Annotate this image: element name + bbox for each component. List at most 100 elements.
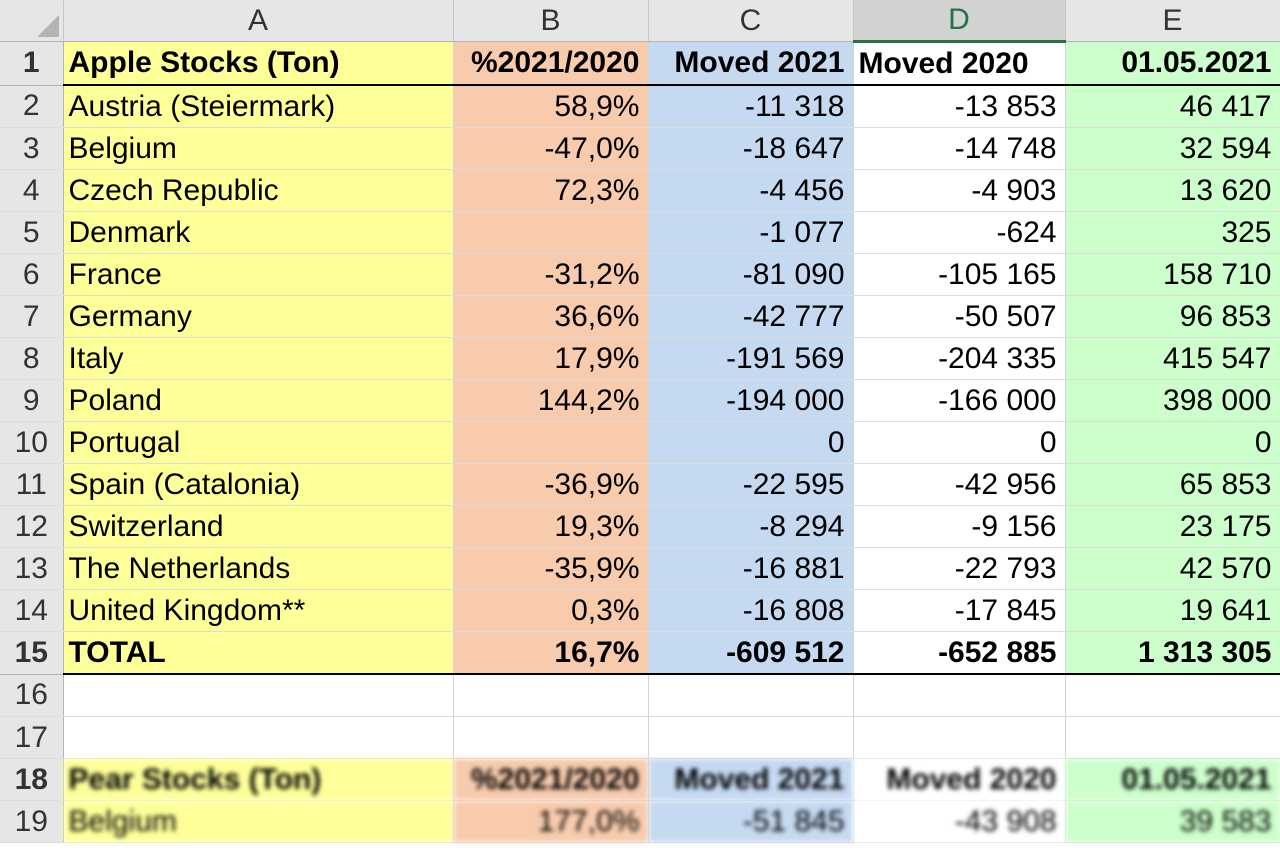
cell-c[interactable]: -16 808 bbox=[648, 589, 854, 632]
cell-e[interactable]: 46 417 bbox=[1065, 85, 1280, 128]
cell-d[interactable]: -105 165 bbox=[853, 253, 1066, 296]
cell-c[interactable]: -11 318 bbox=[648, 85, 854, 128]
cell-e[interactable]: 01.05.2021 bbox=[1065, 41, 1280, 86]
cell-c[interactable] bbox=[648, 674, 854, 717]
cell-d[interactable] bbox=[853, 674, 1066, 717]
cell-d[interactable]: -624 bbox=[853, 211, 1066, 254]
cell-c[interactable]: -1 077 bbox=[648, 211, 854, 254]
cell-e[interactable]: 65 853 bbox=[1065, 463, 1280, 506]
cell-e[interactable]: 1 313 305 bbox=[1065, 631, 1280, 675]
cell-a[interactable]: Germany bbox=[63, 295, 454, 338]
cell-e[interactable]: 19 641 bbox=[1065, 589, 1280, 632]
cell-a[interactable]: Poland bbox=[63, 379, 454, 422]
cell-e[interactable]: 398 000 bbox=[1065, 379, 1280, 422]
select-all-button[interactable] bbox=[0, 0, 64, 42]
cell-c[interactable]: -42 777 bbox=[648, 295, 854, 338]
cell-a[interactable]: Portugal bbox=[63, 421, 454, 464]
cell-c[interactable]: -194 000 bbox=[648, 379, 854, 422]
cell-b[interactable]: 58,9% bbox=[453, 85, 649, 128]
cell-b[interactable]: 144,2% bbox=[453, 379, 649, 422]
row-header[interactable]: 19 bbox=[0, 800, 64, 843]
row-header[interactable]: 8 bbox=[0, 337, 64, 380]
cell-d[interactable] bbox=[853, 716, 1066, 759]
column-header-a[interactable]: A bbox=[63, 0, 454, 42]
cell-d[interactable]: -50 507 bbox=[853, 295, 1066, 338]
row-header[interactable]: 7 bbox=[0, 295, 64, 338]
cell-e[interactable]: 01.05.2021 bbox=[1065, 758, 1280, 801]
cell-c[interactable]: -22 595 bbox=[648, 463, 854, 506]
row-header[interactable]: 3 bbox=[0, 127, 64, 170]
row-header[interactable]: 18 bbox=[0, 758, 64, 801]
cell-b[interactable]: 36,6% bbox=[453, 295, 649, 338]
cell-e[interactable] bbox=[1065, 674, 1280, 717]
row-header[interactable]: 13 bbox=[0, 547, 64, 590]
cell-d[interactable]: -652 885 bbox=[853, 631, 1066, 675]
cell-b[interactable]: 17,9% bbox=[453, 337, 649, 380]
cell-a[interactable] bbox=[63, 674, 454, 717]
cell-b[interactable]: -35,9% bbox=[453, 547, 649, 590]
column-header-d[interactable]: D bbox=[853, 0, 1066, 43]
column-header-b[interactable]: B bbox=[453, 0, 649, 42]
cell-d[interactable]: Moved 2020 bbox=[853, 758, 1066, 801]
cell-a[interactable]: Denmark bbox=[63, 211, 454, 254]
cell-c[interactable] bbox=[648, 716, 854, 759]
cell-e[interactable]: 0 bbox=[1065, 421, 1280, 464]
cell-b[interactable]: -31,2% bbox=[453, 253, 649, 296]
cell-d[interactable]: -13 853 bbox=[853, 85, 1066, 128]
cell-e[interactable]: 13 620 bbox=[1065, 169, 1280, 212]
cell-b[interactable]: 0,3% bbox=[453, 589, 649, 632]
cell-d[interactable]: -17 845 bbox=[853, 589, 1066, 632]
column-header-e[interactable]: E bbox=[1065, 0, 1280, 42]
column-header-c[interactable]: C bbox=[648, 0, 854, 42]
cell-d[interactable]: -166 000 bbox=[853, 379, 1066, 422]
cell-a[interactable]: Austria (Steiermark) bbox=[63, 85, 454, 128]
cell-b[interactable]: 177,0% bbox=[453, 800, 649, 843]
cell-a[interactable]: Spain (Catalonia) bbox=[63, 463, 454, 506]
row-header[interactable]: 12 bbox=[0, 505, 64, 548]
cell-d[interactable]: -9 156 bbox=[853, 505, 1066, 548]
cell-e[interactable]: 39 583 bbox=[1065, 800, 1280, 843]
cell-a[interactable]: Czech Republic bbox=[63, 169, 454, 212]
cell-b[interactable]: %2021/2020 bbox=[453, 41, 649, 86]
cell-d[interactable]: -43 908 bbox=[853, 800, 1066, 843]
cell-d[interactable]: -42 956 bbox=[853, 463, 1066, 506]
cell-b[interactable]: -36,9% bbox=[453, 463, 649, 506]
cell-e[interactable]: 96 853 bbox=[1065, 295, 1280, 338]
cell-c[interactable]: Moved 2021 bbox=[648, 758, 854, 801]
cell-a[interactable] bbox=[63, 716, 454, 759]
cell-d[interactable]: -4 903 bbox=[853, 169, 1066, 212]
cell-e[interactable] bbox=[1065, 716, 1280, 759]
cell-a[interactable]: United Kingdom** bbox=[63, 589, 454, 632]
cell-e[interactable]: 42 570 bbox=[1065, 547, 1280, 590]
cell-a[interactable]: Switzerland bbox=[63, 505, 454, 548]
cell-e[interactable]: 325 bbox=[1065, 211, 1280, 254]
cell-d[interactable]: -14 748 bbox=[853, 127, 1066, 170]
row-header[interactable]: 1 bbox=[0, 41, 64, 86]
cell-c[interactable]: -4 456 bbox=[648, 169, 854, 212]
cell-a[interactable]: Apple Stocks (Ton) bbox=[63, 41, 454, 86]
row-header[interactable]: 9 bbox=[0, 379, 64, 422]
cell-b[interactable]: 16,7% bbox=[453, 631, 649, 675]
cell-e[interactable]: 32 594 bbox=[1065, 127, 1280, 170]
cell-a[interactable]: The Netherlands bbox=[63, 547, 454, 590]
cell-b[interactable] bbox=[453, 674, 649, 717]
cell-b[interactable] bbox=[453, 421, 649, 464]
cell-c[interactable]: 0 bbox=[648, 421, 854, 464]
cell-c[interactable]: -18 647 bbox=[648, 127, 854, 170]
row-header[interactable]: 14 bbox=[0, 589, 64, 632]
cell-a[interactable]: Italy bbox=[63, 337, 454, 380]
cell-c[interactable]: -16 881 bbox=[648, 547, 854, 590]
cell-c[interactable]: -8 294 bbox=[648, 505, 854, 548]
cell-b[interactable]: 72,3% bbox=[453, 169, 649, 212]
cell-d[interactable]: -204 335 bbox=[853, 337, 1066, 380]
cell-b[interactable] bbox=[453, 211, 649, 254]
cell-e[interactable]: 23 175 bbox=[1065, 505, 1280, 548]
cell-c[interactable]: -81 090 bbox=[648, 253, 854, 296]
cell-a[interactable]: Pear Stocks (Ton) bbox=[63, 758, 454, 801]
cell-b[interactable]: -47,0% bbox=[453, 127, 649, 170]
cell-e[interactable]: 415 547 bbox=[1065, 337, 1280, 380]
cell-a[interactable]: France bbox=[63, 253, 454, 296]
cell-a[interactable]: Belgium bbox=[63, 800, 454, 843]
cell-c[interactable]: -51 845 bbox=[648, 800, 854, 843]
cell-c[interactable]: -609 512 bbox=[648, 631, 854, 675]
